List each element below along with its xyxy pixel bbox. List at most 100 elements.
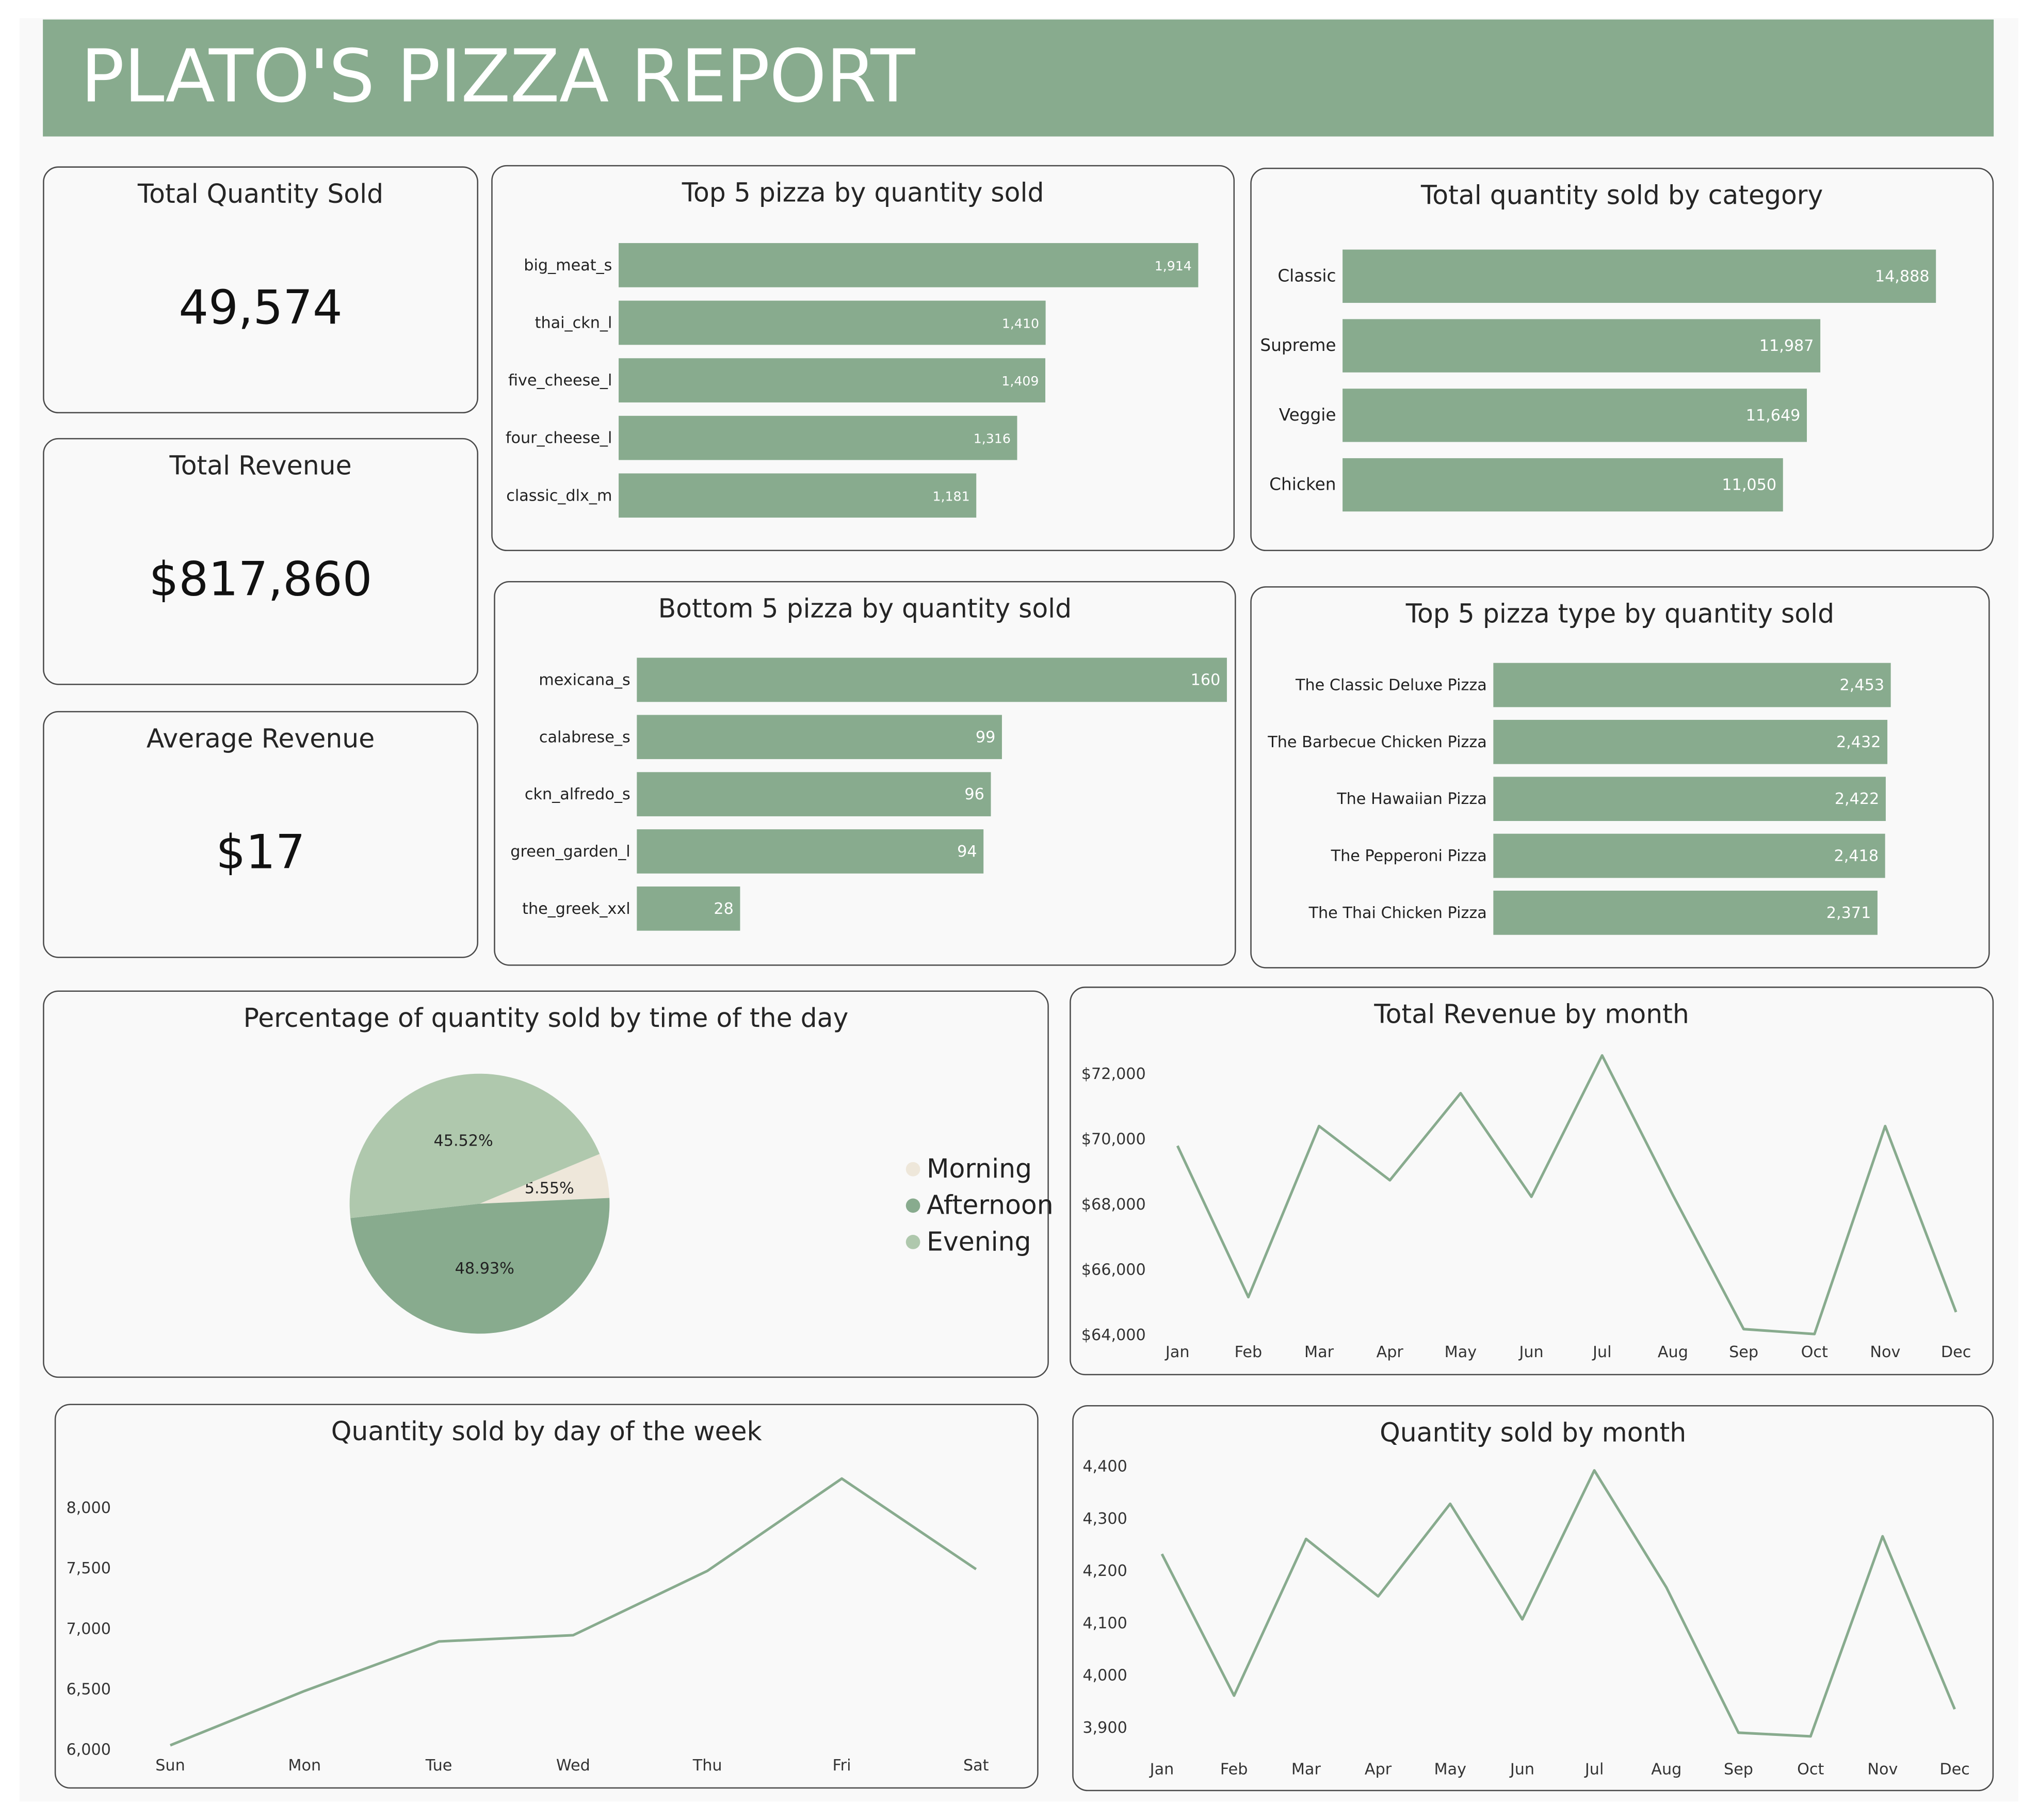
bar-supreme: [1343, 319, 1821, 373]
legend-swatch-evening: [905, 1234, 920, 1249]
y-tick-label: 7,500: [66, 1559, 111, 1577]
x-tick-label: Mar: [1304, 1343, 1334, 1361]
x-tick-label: Dec: [1939, 1760, 1969, 1778]
series-line: [1160, 1469, 1956, 1738]
x-tick-label: Sep: [1724, 1760, 1753, 1778]
bar-chicken: [1343, 458, 1783, 512]
x-tick-label: Tue: [425, 1757, 452, 1775]
x-tick-label: Jul: [1592, 1343, 1611, 1361]
revenue-by-month-line-chart: $64,000 $66,000 $68,000 $70,000 $72,000 Jan Fe…: [1081, 1054, 1971, 1361]
y-tick-label: 6,500: [66, 1681, 111, 1699]
y-tick-label: 4,100: [1082, 1614, 1127, 1632]
chart-card-day-of-week: Quantity sold by day of the week 6,000 6,…: [54, 1404, 1039, 1789]
y-tick-label: 4,200: [1082, 1562, 1127, 1580]
bar-category-label: calabrese_s: [539, 728, 630, 746]
x-tick-label: Sat: [963, 1757, 989, 1775]
x-tick-label: Jan: [1149, 1760, 1174, 1778]
x-tick-label: Apr: [1365, 1760, 1392, 1778]
bar-veggie: [1343, 389, 1807, 442]
bar-value-label: 28: [714, 900, 733, 918]
pie-slice-label: 48.93%: [455, 1260, 514, 1278]
bar-the-thai-chicken-pizza: [1493, 891, 1878, 935]
chart-title: Quantity sold by month: [1380, 1416, 1687, 1448]
bar-value-label: 11,050: [1722, 476, 1776, 494]
chart-card-bottom5: Bottom 5 pizza by quantity sold mexicana…: [494, 581, 1236, 966]
y-tick-label: $70,000: [1081, 1130, 1146, 1148]
x-tick-label: Thu: [692, 1757, 722, 1775]
legend-item-evening: Evening: [905, 1223, 1054, 1260]
bar-value-label: 160: [1191, 671, 1221, 689]
y-tick-label: $64,000: [1081, 1326, 1146, 1344]
x-tick-label: Jul: [1584, 1760, 1604, 1778]
bar-calabrese-s: [637, 715, 1002, 760]
bar-category-label: Supreme: [1260, 335, 1336, 355]
bar-value-label: 11,649: [1746, 407, 1801, 425]
bar-value-label: 2,432: [1836, 733, 1881, 751]
kpi-card-total-revenue: Total Revenue $817,860: [43, 438, 478, 685]
x-tick-label: Mar: [1291, 1760, 1321, 1778]
bar-green-garden-l: [637, 829, 984, 874]
chart-card-top5: Top 5 pizza by quantity sold big_meat_s 1…: [491, 165, 1235, 552]
x-tick-label: Feb: [1220, 1760, 1248, 1778]
chart-title: Percentage of quantity sold by time of t…: [243, 1002, 849, 1034]
legend-label: Afternoon: [927, 1189, 1054, 1221]
bar-the-classic-deluxe-pizza: [1493, 663, 1891, 707]
x-tick-label: Sun: [155, 1757, 185, 1775]
bar-the-barbecue-chicken-pizza: [1493, 720, 1888, 764]
pie-slice-label: 45.52%: [433, 1132, 493, 1150]
bar-ckn-alfredo-s: [637, 772, 991, 816]
x-tick-label: Nov: [1867, 1760, 1898, 1778]
y-tick-label: 6,000: [66, 1741, 111, 1759]
legend-item-afternoon: Afternoon: [905, 1187, 1054, 1223]
y-tick-label: $72,000: [1081, 1065, 1146, 1083]
pie-slice-morning: [479, 1154, 610, 1204]
type5-bar-chart: The Classic Deluxe Pizza 2,453 The Barbecu…: [1267, 663, 1891, 935]
bar-value-label: 1,914: [1155, 259, 1192, 273]
bar-classic: [1343, 249, 1936, 303]
quantity-by-month-line-chart: 3,900 4,000 4,100 4,200 4,300 4,400 Jan Feb Mar A…: [1082, 1458, 1969, 1779]
x-tick-label: Jan: [1164, 1343, 1190, 1361]
x-tick-label: Mon: [288, 1757, 321, 1775]
chart-title: Top 5 pizza type by quantity sold: [1405, 598, 1835, 630]
bar-the-hawaiian-pizza: [1493, 777, 1886, 822]
bar-the-greek-xxl: [637, 886, 740, 931]
y-tick-label: 8,000: [66, 1499, 111, 1517]
bar-category-label: five_cheese_l: [508, 372, 612, 390]
bar-value-label: 1,409: [1001, 374, 1039, 389]
kpi-label: Average Revenue: [146, 722, 375, 754]
x-tick-label: Sep: [1729, 1343, 1758, 1361]
bar-category-label: the_greek_xxl: [522, 900, 630, 918]
bar-category-label: four_cheese_l: [506, 429, 612, 447]
bar-value-label: 2,453: [1840, 677, 1885, 695]
legend-swatch-morning: [905, 1161, 920, 1176]
bar-value-label: 2,371: [1826, 904, 1871, 922]
y-tick-label: 7,000: [66, 1620, 111, 1638]
bar-value-label: 1,410: [1002, 316, 1039, 331]
x-tick-label: Fri: [832, 1757, 851, 1775]
bar-category-label: big_meat_s: [524, 256, 612, 275]
pie-slice-label: 5.55%: [525, 1180, 574, 1198]
chart-card-quantity-month: Quantity sold by month 3,900 4,000 4,100 4,…: [1072, 1405, 1994, 1792]
bottom5-bar-chart: mexicana_s 160 calabrese_s 99 ckn_alfredo_s 9…: [510, 657, 1227, 931]
x-tick-label: Oct: [1797, 1760, 1824, 1778]
pie-legend: Morning Afternoon Evening: [905, 1150, 1054, 1260]
legend-label: Evening: [927, 1226, 1031, 1257]
bar-big-meat-s: [619, 243, 1199, 287]
bar-category-label: The Classic Deluxe Pizza: [1295, 677, 1487, 695]
bar-value-label: 11,987: [1759, 337, 1814, 355]
bar-value-label: 2,422: [1835, 790, 1880, 808]
bar-category-label: green_garden_l: [510, 843, 630, 861]
category-bar-chart: Classic 14,888 Supreme 11,987 Veggie 11,649 Ch…: [1260, 249, 1936, 512]
chart-title: Total Revenue by month: [1374, 998, 1689, 1030]
x-tick-label: Apr: [1377, 1343, 1404, 1361]
time-of-day-pie-chart: 5.55% 48.93% 45.52%: [349, 1073, 610, 1334]
chart-title: Quantity sold by day of the week: [331, 1415, 762, 1447]
y-tick-label: 4,400: [1082, 1458, 1127, 1476]
kpi-value: $817,860: [149, 554, 373, 607]
x-tick-label: Oct: [1801, 1343, 1828, 1361]
bar-the-pepperoni-pizza: [1493, 833, 1885, 878]
legend-item-morning: Morning: [905, 1150, 1054, 1187]
bar-value-label: 99: [976, 728, 995, 746]
bar-category-label: ckn_alfredo_s: [525, 785, 630, 803]
